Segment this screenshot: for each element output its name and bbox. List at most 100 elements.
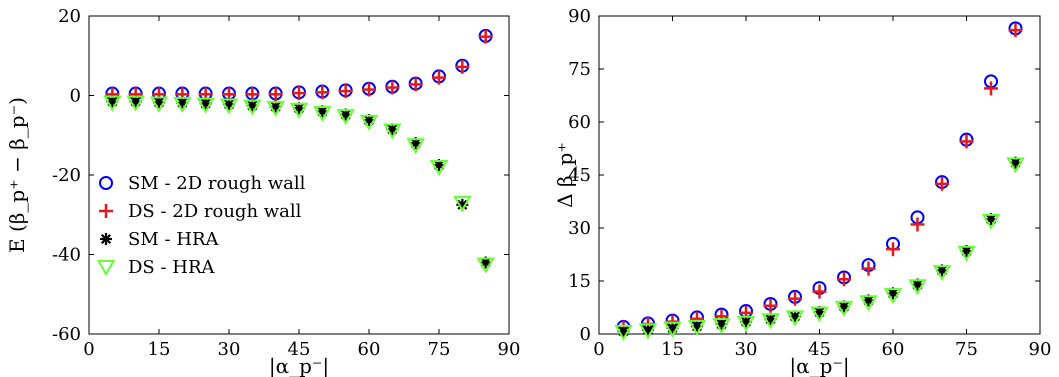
legend-marker [99, 176, 113, 190]
data-point [859, 295, 878, 312]
x-tick-label: 0 [83, 339, 94, 360]
y-tick-label: 15 [568, 271, 591, 292]
data-point [173, 96, 192, 113]
data-point [268, 87, 283, 102]
series-triangle-down [103, 95, 495, 274]
data-point [785, 310, 805, 327]
data-point [359, 114, 379, 131]
y-tick-label: 75 [568, 59, 591, 80]
data-point [266, 100, 285, 117]
data-point [406, 138, 425, 155]
series-plus [616, 23, 1023, 335]
legend-label: SM - 2D rough wall [128, 173, 306, 194]
data-point [429, 160, 449, 177]
data-point [687, 319, 707, 336]
legend-marker [99, 204, 113, 218]
data-point [908, 279, 927, 296]
series-plus [105, 29, 493, 102]
data-point [712, 318, 731, 335]
right-panel: 0 15 30 45 60 75 90 0 15 30 45 60 75 90 |α_p⁻| Δ β_p⁺ [553, 6, 1051, 377]
data-point [812, 284, 827, 299]
legend-label: DS - 2D rough wall [128, 201, 302, 222]
data-point [455, 59, 470, 74]
y-tick-label: 90 [568, 6, 591, 27]
x-tick-label: 15 [661, 339, 684, 360]
x-tick-label: 45 [288, 339, 311, 360]
y-tick-label: 0 [580, 324, 591, 345]
legend-label: SM - HRA [128, 229, 220, 250]
data-point [883, 288, 903, 305]
series-triangle-down [614, 157, 1025, 341]
data-point [886, 242, 900, 257]
x-axis-label: |α_p⁻| [269, 354, 329, 377]
data-point [981, 213, 1001, 230]
data-point [243, 99, 262, 116]
data-point [932, 265, 952, 282]
x-tick-label: 30 [735, 339, 758, 360]
data-point [959, 134, 974, 149]
data-point [103, 95, 122, 112]
data-point [408, 77, 423, 92]
x-tick-label: 60 [358, 339, 381, 360]
y-axis-label: Δ β_p⁺ [553, 142, 577, 208]
x-tick-label: 75 [428, 339, 451, 360]
data-point [861, 261, 876, 276]
data-point [432, 70, 446, 85]
y-tick-label: 30 [568, 218, 591, 239]
y-tick-label: 0 [70, 86, 81, 107]
x-tick-label: 15 [148, 339, 171, 360]
data-point [476, 257, 495, 274]
x-tick-label: 0 [593, 339, 604, 360]
data-point [763, 298, 778, 313]
y-tick-label: -20 [52, 165, 81, 186]
y-tick-label: 20 [58, 6, 81, 27]
data-point [126, 95, 145, 112]
data-point [385, 80, 400, 95]
x-tick-label: 90 [1029, 339, 1052, 360]
y-tick-label: 60 [568, 112, 591, 133]
x-tick-label: 45 [808, 339, 831, 360]
data-point [245, 87, 260, 102]
x-tick-label: 30 [218, 339, 241, 360]
y-axis-label: E (β_p⁺ − β_p⁻) [5, 97, 29, 253]
data-point [292, 86, 306, 101]
data-point [289, 102, 309, 119]
data-point [935, 176, 949, 191]
data-point [663, 321, 682, 338]
left-panel: 0 15 30 45 60 75 90 -60 -40 -20 0 20 |α_p⁻| E (β_p⁺ −… [5, 6, 520, 377]
data-point [788, 291, 802, 306]
legend-marker [100, 233, 112, 245]
data-point [478, 29, 493, 44]
data-point [453, 195, 472, 212]
legend-marker [96, 260, 116, 277]
data-point [219, 98, 239, 115]
x-tick-label: 60 [882, 339, 905, 360]
y-tick-label: -40 [52, 245, 81, 266]
data-point [761, 313, 780, 330]
y-tick-label: -60 [52, 324, 81, 345]
data-point [614, 324, 633, 341]
x-axis-label: |α_p⁻| [789, 354, 849, 377]
x-tick-label: 90 [498, 339, 521, 360]
data-point [383, 123, 402, 140]
data-point [910, 217, 925, 232]
data-point [196, 97, 215, 114]
data-point [837, 272, 851, 287]
data-point [338, 84, 353, 99]
data-point [1008, 23, 1023, 38]
data-point [957, 245, 976, 262]
data-point [362, 82, 376, 97]
legend-label: DS - HRA [128, 257, 216, 278]
y-tick-label: 45 [568, 165, 591, 186]
legend: SM - 2D rough wall DS - 2D rough wall SM -… [96, 173, 306, 278]
data-point [336, 109, 355, 126]
data-point [1006, 157, 1025, 174]
data-point [810, 306, 829, 323]
x-tick-label: 75 [955, 339, 978, 360]
data-point [984, 81, 998, 96]
data-point [149, 96, 169, 113]
data-point [834, 300, 854, 317]
data-point [638, 323, 658, 340]
data-point [313, 105, 332, 122]
